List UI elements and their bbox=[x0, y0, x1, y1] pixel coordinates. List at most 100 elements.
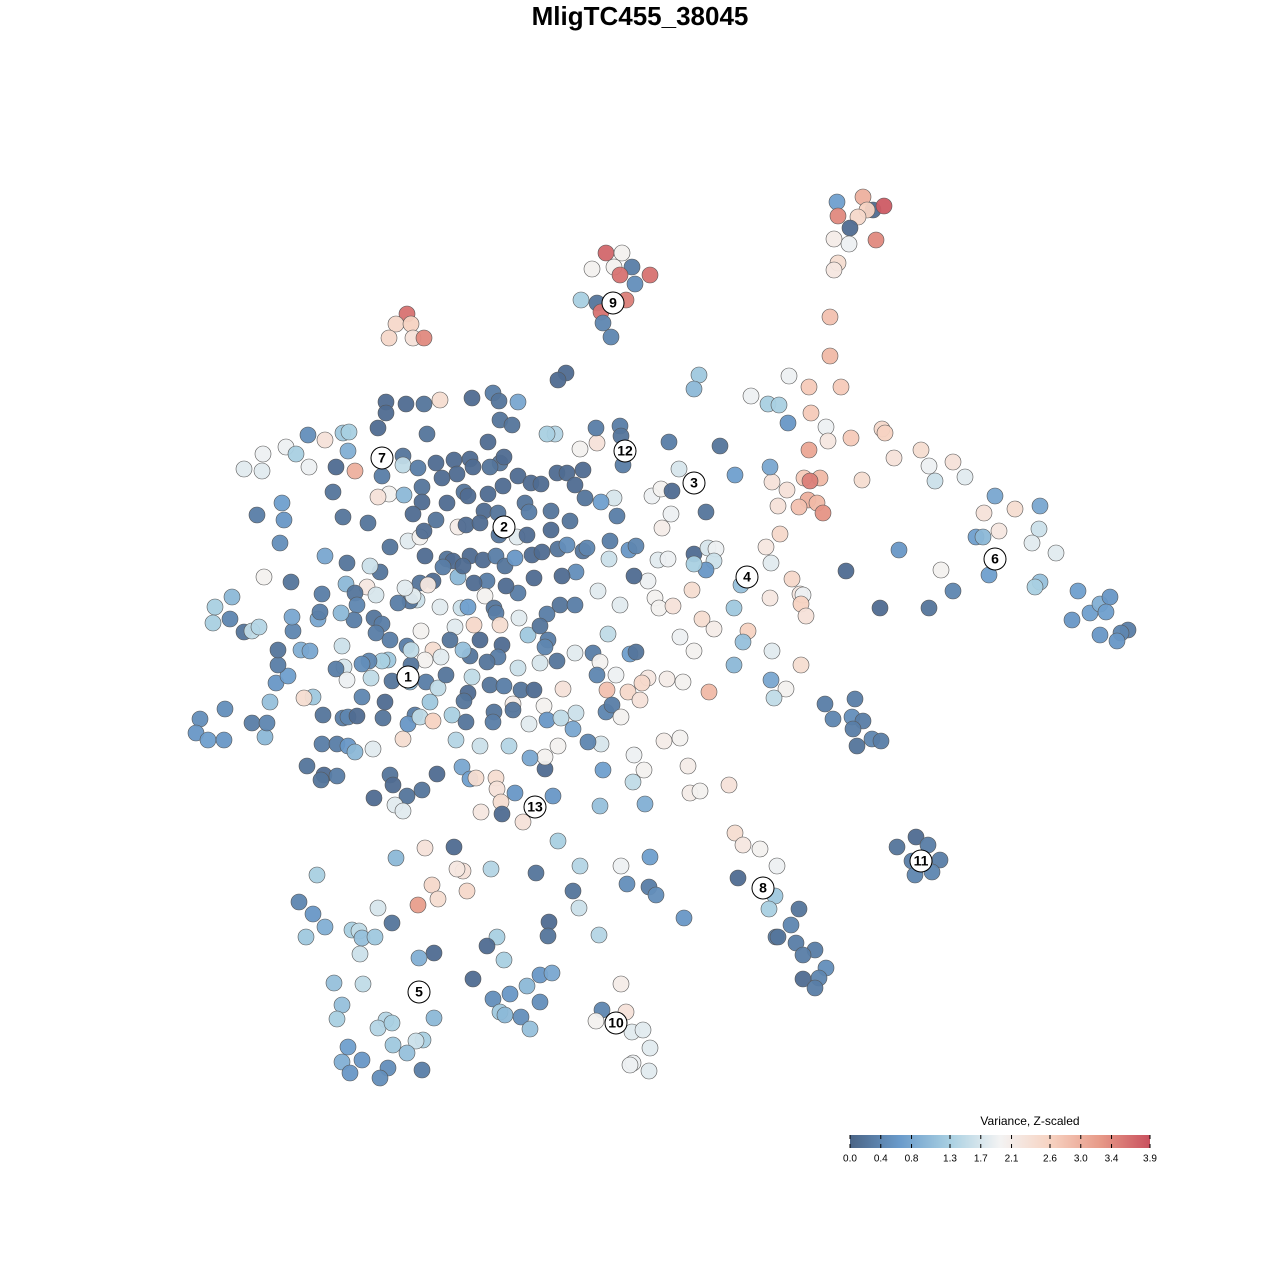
point bbox=[410, 949, 428, 967]
point bbox=[395, 486, 413, 504]
point bbox=[389, 594, 407, 612]
point bbox=[324, 483, 342, 501]
point bbox=[828, 193, 846, 211]
point bbox=[501, 985, 519, 1003]
point bbox=[594, 314, 612, 332]
point bbox=[443, 706, 461, 724]
point bbox=[599, 625, 617, 643]
point bbox=[383, 914, 401, 932]
point bbox=[221, 610, 239, 628]
point bbox=[339, 442, 357, 460]
point bbox=[611, 266, 629, 284]
point bbox=[794, 946, 812, 964]
point bbox=[588, 434, 606, 452]
point bbox=[290, 893, 308, 911]
point bbox=[525, 681, 543, 699]
point bbox=[437, 666, 455, 684]
point bbox=[425, 944, 443, 962]
point bbox=[956, 468, 974, 486]
point bbox=[269, 641, 287, 659]
point bbox=[760, 900, 778, 918]
point bbox=[304, 905, 322, 923]
point bbox=[829, 207, 847, 225]
point bbox=[837, 562, 855, 580]
point bbox=[484, 990, 502, 1008]
point bbox=[612, 857, 630, 875]
point bbox=[496, 1006, 514, 1024]
colorbar: Variance, Z-scaled 0.0 0.4 0.8 1.3 1.7 2.1 2.6… bbox=[843, 1114, 1157, 1164]
point bbox=[300, 458, 318, 476]
point bbox=[250, 618, 268, 636]
point bbox=[459, 487, 477, 505]
point bbox=[381, 631, 399, 649]
point bbox=[404, 505, 422, 523]
point bbox=[641, 266, 659, 284]
point bbox=[848, 737, 866, 755]
point bbox=[762, 671, 780, 689]
point bbox=[438, 494, 456, 512]
point bbox=[600, 550, 618, 568]
point bbox=[536, 748, 554, 766]
point bbox=[566, 644, 584, 662]
point bbox=[770, 396, 788, 414]
point bbox=[471, 737, 489, 755]
point bbox=[612, 708, 630, 726]
point bbox=[369, 488, 387, 506]
point bbox=[279, 667, 297, 685]
point bbox=[777, 680, 795, 698]
point bbox=[564, 882, 582, 900]
point bbox=[769, 928, 787, 946]
point bbox=[920, 599, 938, 617]
cluster-label: 12 bbox=[617, 443, 633, 459]
point bbox=[312, 771, 330, 789]
point bbox=[427, 454, 445, 472]
point bbox=[409, 896, 427, 914]
point bbox=[423, 876, 441, 894]
point bbox=[380, 329, 398, 347]
point bbox=[551, 596, 569, 614]
point bbox=[467, 769, 485, 787]
points bbox=[187, 188, 1137, 1087]
cluster-label-badge bbox=[604, 1011, 628, 1035]
point bbox=[602, 328, 620, 346]
cluster-label-badge bbox=[751, 876, 775, 900]
point bbox=[626, 275, 644, 293]
point bbox=[295, 689, 313, 707]
point bbox=[783, 570, 801, 588]
point bbox=[608, 507, 626, 525]
point bbox=[625, 746, 643, 764]
point bbox=[216, 700, 234, 718]
point bbox=[495, 951, 513, 969]
point bbox=[415, 329, 433, 347]
point bbox=[478, 653, 496, 671]
point bbox=[700, 683, 718, 701]
point bbox=[339, 1038, 357, 1056]
cluster-label-badge bbox=[682, 471, 706, 495]
cluster-label: 8 bbox=[759, 880, 767, 896]
point bbox=[763, 473, 781, 491]
point bbox=[362, 669, 380, 687]
point bbox=[384, 776, 402, 794]
point bbox=[780, 367, 798, 385]
point bbox=[353, 688, 371, 706]
point bbox=[254, 445, 272, 463]
point bbox=[334, 508, 352, 526]
point bbox=[465, 574, 483, 592]
cluster-label-badge bbox=[601, 291, 625, 315]
point bbox=[348, 596, 366, 614]
point bbox=[757, 538, 775, 556]
point bbox=[623, 258, 641, 276]
cluster-label: 13 bbox=[527, 799, 543, 815]
point bbox=[500, 737, 518, 755]
point bbox=[912, 441, 930, 459]
point bbox=[611, 596, 629, 614]
point bbox=[373, 467, 391, 485]
point bbox=[674, 673, 692, 691]
point bbox=[932, 561, 950, 579]
point bbox=[778, 481, 796, 499]
point bbox=[567, 704, 585, 722]
point bbox=[711, 437, 729, 455]
point bbox=[429, 890, 447, 908]
point bbox=[421, 693, 439, 711]
